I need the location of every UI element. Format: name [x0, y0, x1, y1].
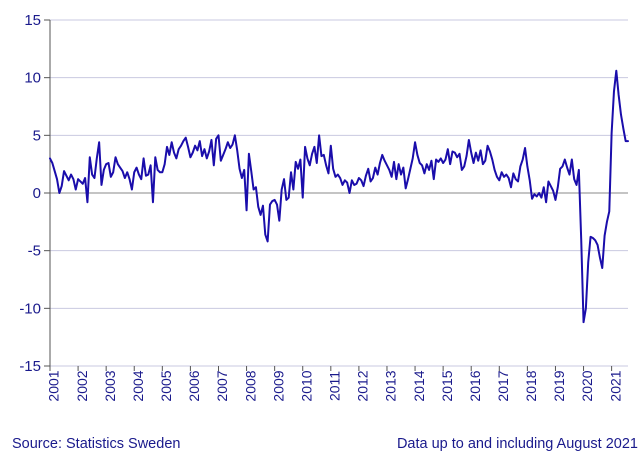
x-tick-label: 2020: [579, 370, 595, 401]
x-tick-label: 2012: [355, 370, 371, 401]
x-tick-label: 2011: [327, 371, 343, 401]
x-tick-label: 2003: [102, 370, 118, 401]
x-tick-label: 2006: [186, 370, 202, 401]
x-tick-label: 2002: [74, 370, 90, 401]
x-tick-label: 2010: [298, 370, 314, 401]
x-tick-label: 2008: [242, 370, 258, 401]
x-tick-label: 2005: [158, 370, 174, 401]
y-axis-ticks: 15 10 5 0 -5 -10 -15: [19, 12, 50, 375]
x-tick-label: 2018: [523, 370, 539, 401]
x-tick-label: 2019: [551, 370, 567, 401]
x-tick-label: 2021: [607, 370, 623, 401]
y-tick-label: 5: [33, 127, 41, 144]
y-tick-label: 0: [33, 185, 41, 202]
x-tick-label: 2009: [270, 370, 286, 401]
source-note: Source: Statistics Sweden: [12, 436, 181, 452]
series-line-monthly-change: [49, 69, 629, 324]
y-tick-label: -10: [19, 300, 41, 317]
y-tick-label: -5: [28, 243, 41, 260]
x-tick-label: 2014: [411, 370, 427, 401]
x-tick-label: 2013: [383, 370, 399, 401]
x-tick-label: 2015: [439, 370, 455, 401]
x-axis-ticks: 2001 2002 2003 2004 2005 2006 2007 2008 2009 2010…: [46, 366, 623, 402]
x-tick-label: 2017: [495, 370, 511, 401]
x-tick-label: 2001: [46, 370, 62, 401]
y-tick-label: 10: [24, 70, 41, 87]
gridlines: [50, 19, 628, 367]
y-tick-label: -15: [19, 358, 41, 375]
x-tick-label: 2007: [214, 370, 230, 401]
y-tick-label: 15: [24, 12, 41, 29]
data-range-note: Data up to and including August 2021: [396, 436, 638, 452]
x-tick-label: 2004: [130, 370, 146, 401]
x-tick-label: 2016: [467, 370, 483, 401]
